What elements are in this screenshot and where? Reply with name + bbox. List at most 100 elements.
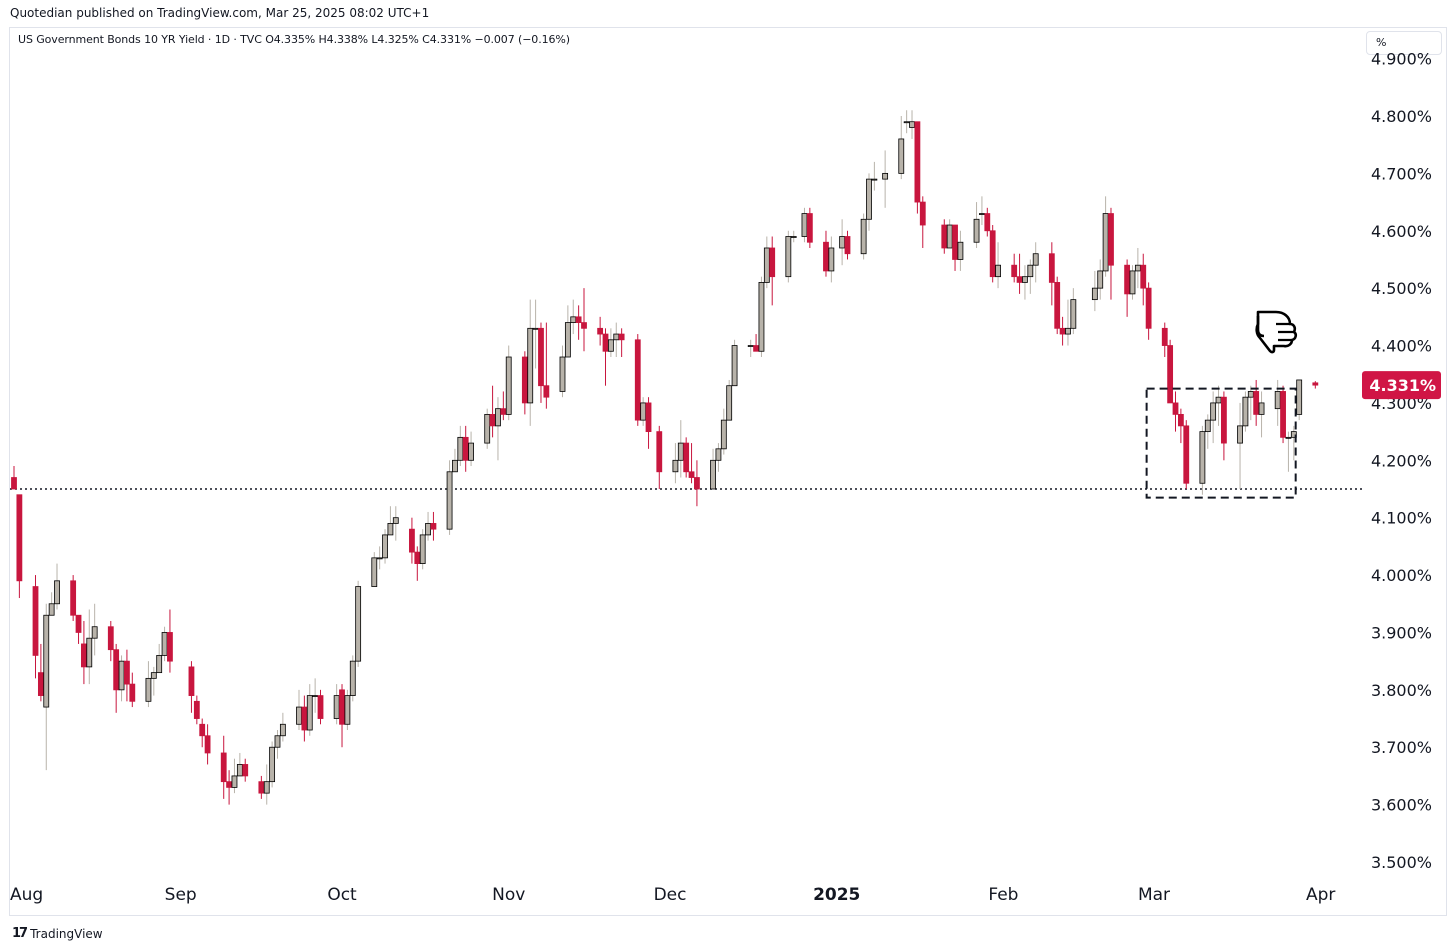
y-tick-label: 3.600% (1371, 796, 1432, 815)
candle (462, 425, 469, 472)
candle (226, 770, 232, 805)
candle-body (1027, 264, 1034, 278)
candle (1285, 431, 1292, 472)
y-tick-label: 4.600% (1371, 222, 1432, 241)
x-axis: Aug Sep Oct Nov Dec 2025 Feb Mar Apr (10, 885, 1335, 905)
candle (156, 643, 163, 674)
candle (425, 511, 431, 541)
candle-body (242, 764, 249, 777)
candle-body (532, 327, 539, 330)
candle-body (1285, 436, 1292, 439)
candle-body (1091, 287, 1098, 301)
candle (839, 219, 846, 266)
range-box (1145, 387, 1297, 499)
candle (656, 425, 663, 489)
candle (11, 466, 17, 490)
candle (296, 689, 302, 731)
candle-body (919, 201, 926, 226)
candle-body (371, 557, 378, 587)
x-tick-label: Nov (492, 885, 525, 905)
candle-body (677, 442, 684, 461)
candle-body (1016, 276, 1023, 283)
candle (1177, 408, 1184, 444)
candle (1070, 288, 1077, 335)
candle-body (118, 660, 125, 691)
candle (984, 207, 991, 237)
candle-body (1183, 425, 1190, 484)
candle-body (495, 408, 501, 427)
scale-toggle-button[interactable]: % (1366, 31, 1442, 55)
candle-body (199, 723, 206, 737)
candle (1059, 316, 1066, 346)
candle (769, 236, 776, 306)
candle-body (763, 247, 770, 283)
candle (1145, 282, 1152, 340)
candle (1221, 391, 1227, 461)
candle-body (957, 241, 964, 260)
candle-body (672, 459, 679, 473)
candle-body (715, 448, 722, 461)
candle-body (801, 213, 808, 237)
candle (446, 460, 453, 535)
candle-body (1221, 396, 1227, 444)
candle-body (914, 121, 921, 203)
candle-body (1296, 379, 1303, 415)
candle (1210, 391, 1217, 444)
candle (1242, 391, 1249, 432)
candle-body (726, 385, 733, 421)
candle (1032, 242, 1039, 283)
y-tick-label: 4.500% (1371, 279, 1432, 298)
candle-body (150, 672, 157, 679)
y-tick-label: 4.800% (1371, 107, 1432, 126)
candle-body (392, 517, 399, 524)
candle-body (984, 213, 991, 232)
candle-body (387, 523, 394, 536)
pointing-hand-icon (1255, 310, 1298, 354)
candle (677, 420, 684, 478)
candle (828, 236, 835, 283)
last-price-text: 4.331% (1369, 376, 1436, 395)
candle (269, 741, 276, 788)
candle (392, 506, 399, 541)
candle (1065, 299, 1071, 346)
candle (1016, 253, 1023, 294)
candle-body (1065, 327, 1071, 335)
candle-body (333, 695, 340, 719)
candle (597, 316, 604, 346)
candle (1054, 276, 1061, 335)
candle-body (70, 580, 77, 616)
candle-body (226, 781, 232, 788)
candle (81, 620, 87, 685)
candle (376, 546, 383, 570)
candle-body (376, 557, 383, 560)
y-tick-label: 3.700% (1371, 738, 1432, 757)
candle (1183, 420, 1190, 489)
candle-body (806, 213, 813, 243)
candle (317, 689, 324, 725)
candle (801, 207, 808, 243)
candle-body (747, 345, 754, 347)
y-tick-label: 4.700% (1371, 164, 1432, 183)
candle (371, 552, 378, 587)
candle (1312, 381, 1319, 389)
candle-body (306, 695, 313, 731)
candle-body (296, 706, 302, 725)
candle (339, 684, 345, 748)
candle (1296, 379, 1303, 421)
candle (1167, 339, 1174, 404)
candle-body (75, 614, 82, 633)
candle (645, 397, 652, 449)
candle-body (785, 236, 792, 278)
candle (301, 695, 308, 742)
y-tick-label: 4.000% (1371, 566, 1432, 585)
candle (306, 684, 313, 736)
x-tick-label: Sep (165, 885, 197, 905)
candle (919, 196, 926, 248)
candle-body (720, 419, 727, 450)
candle-body (279, 723, 286, 737)
candle (570, 299, 577, 335)
candle-body (607, 339, 614, 352)
candle (1134, 247, 1141, 289)
candle-body (344, 695, 351, 725)
